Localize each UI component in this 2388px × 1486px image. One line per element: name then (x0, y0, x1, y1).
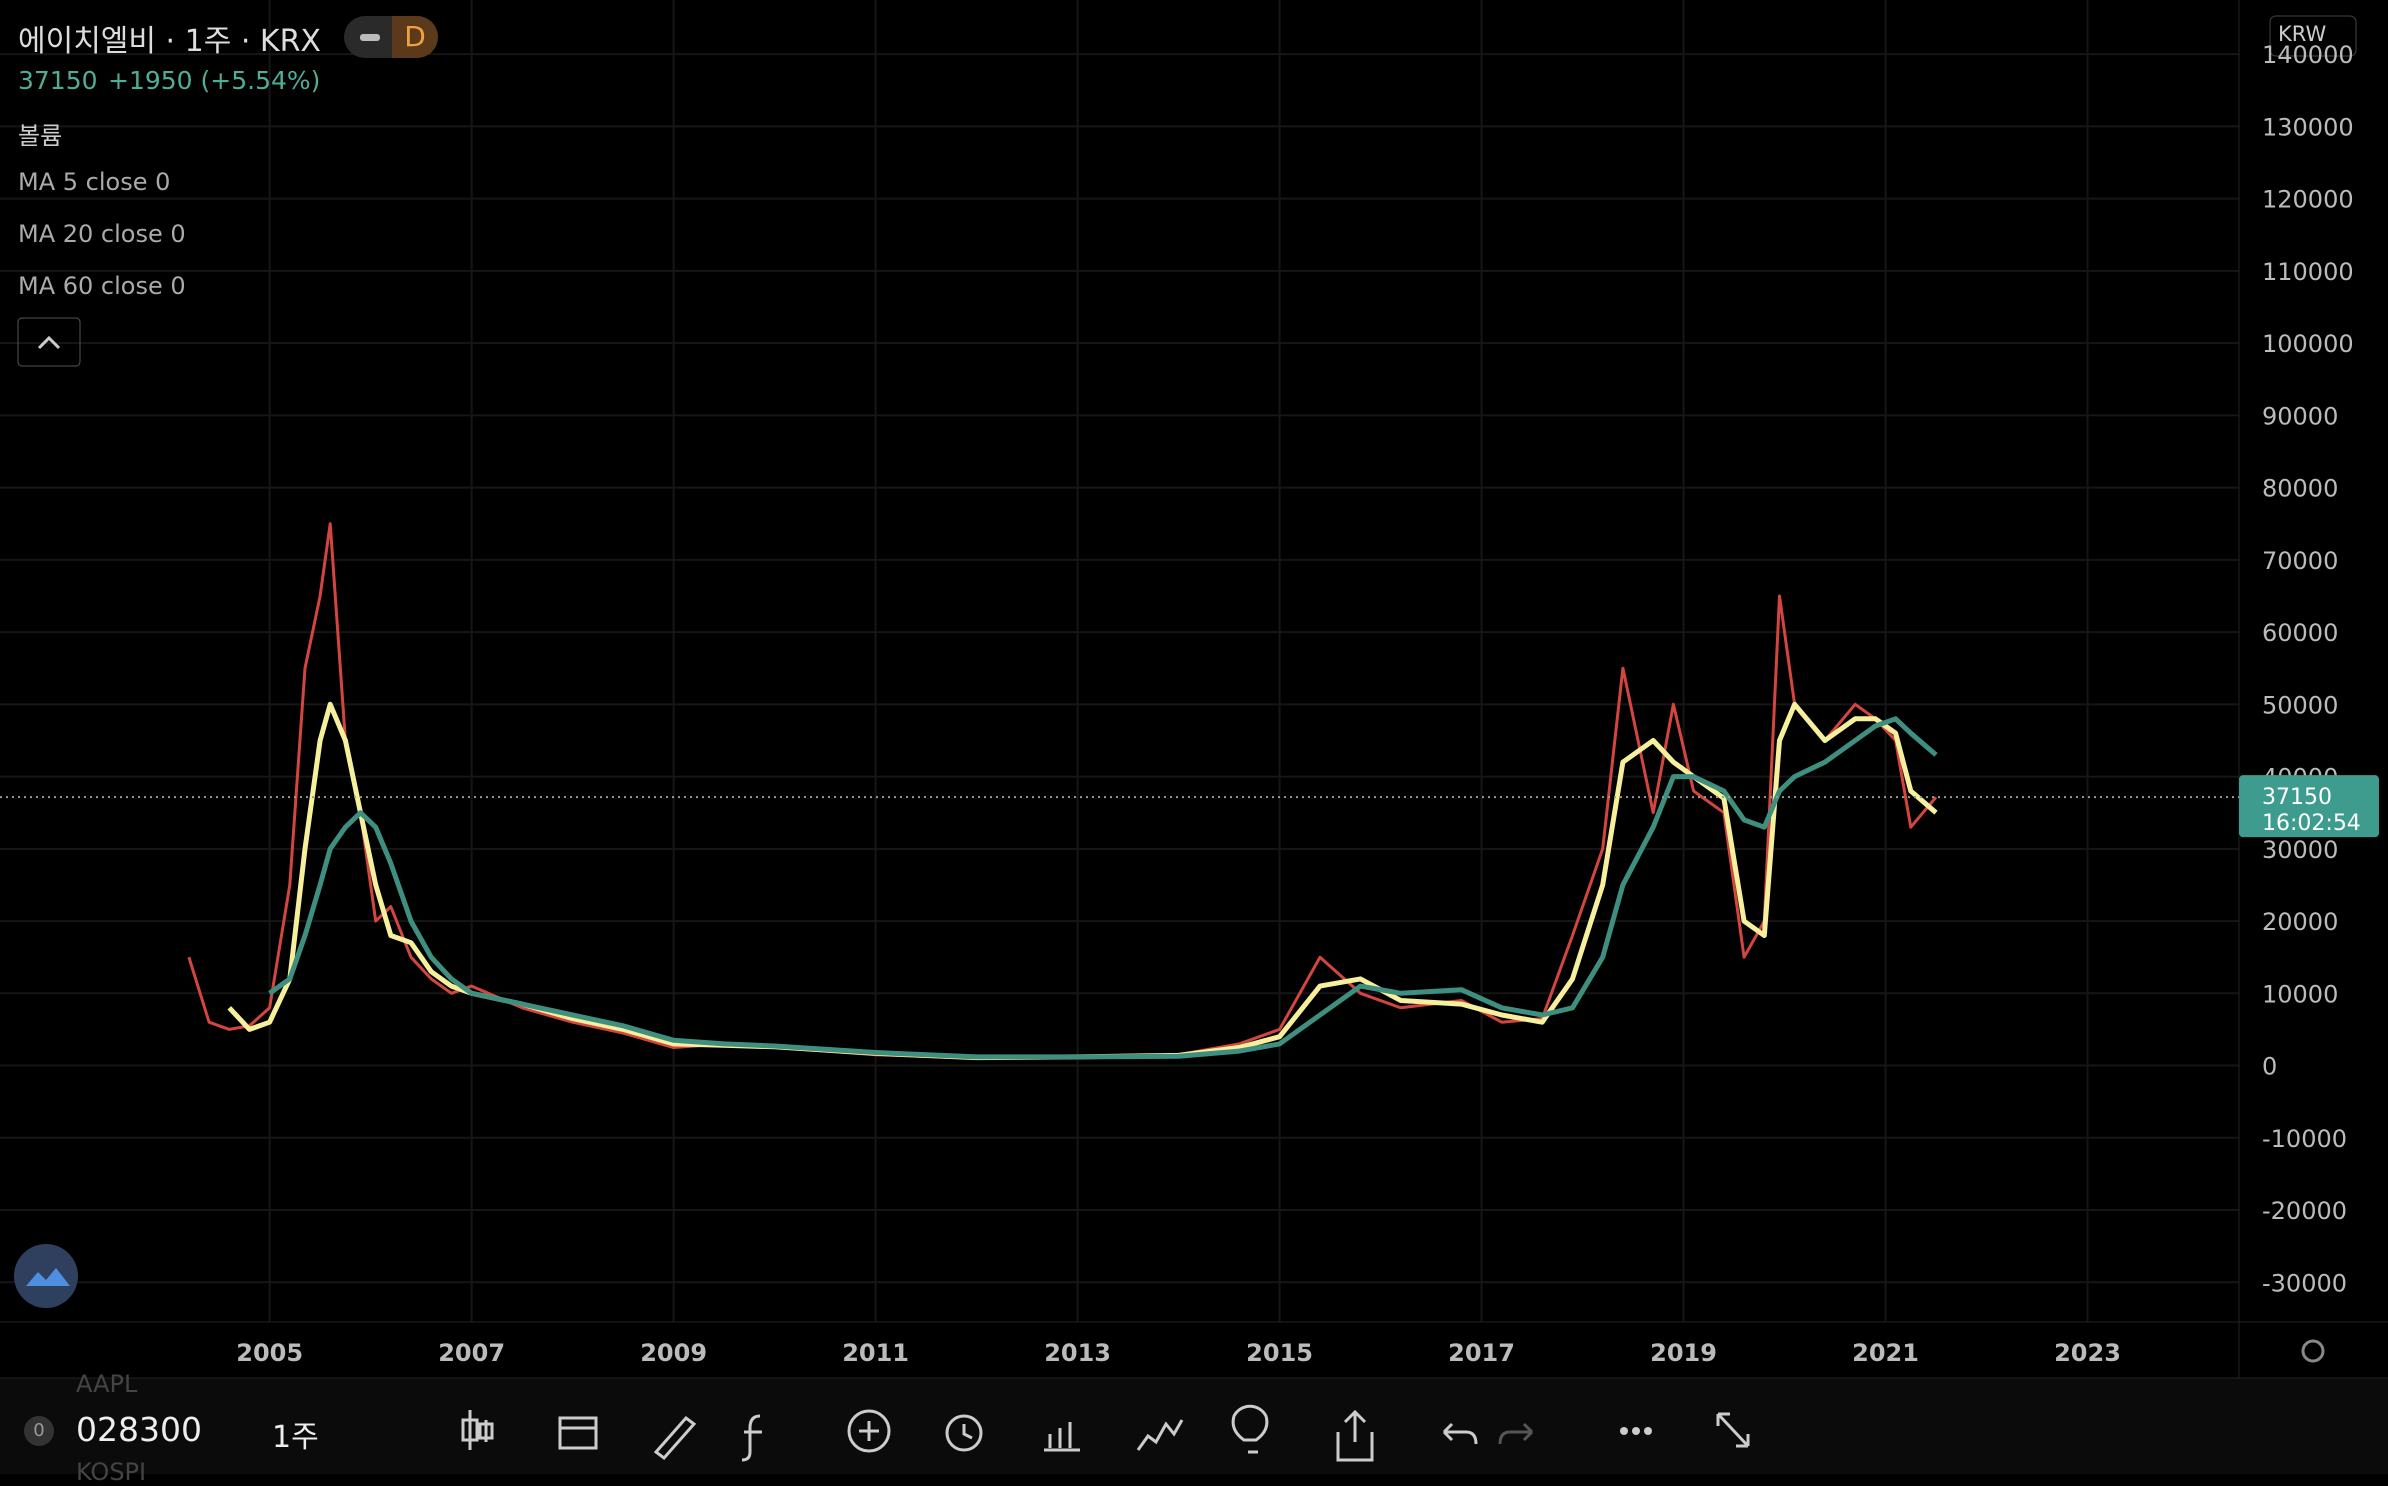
x-tick-label: 2019 (1650, 1339, 1717, 1367)
indicator[interactable]: MA 5 close 0 (18, 168, 171, 196)
change: +1950 (+5.54%) (108, 66, 321, 95)
badge-dash (360, 34, 380, 41)
currency-box[interactable] (2269, 15, 2357, 57)
x-tick-label: 2009 (640, 1339, 707, 1367)
y-tick-label: 130000 (2262, 113, 2354, 141)
toolbar-bg (0, 1378, 2388, 1474)
y-tick-label: 80000 (2262, 475, 2338, 503)
y-tick-label: 90000 (2262, 402, 2338, 430)
y-tick-label: 120000 (2262, 186, 2354, 214)
logo-glyph (26, 1268, 70, 1286)
toolbar-icons[interactable] (461, 1404, 1750, 1462)
price-tag-time: 16:02:54 (2262, 811, 2361, 836)
x-tick-label: 2023 (2054, 1339, 2121, 1367)
x-tick-label: 2005 (236, 1339, 303, 1367)
price-tag-value: 37150 (2262, 785, 2332, 810)
y-tick-label: -20000 (2262, 1197, 2347, 1225)
currency[interactable]: KRW (2278, 22, 2327, 46)
price-line (268, 716, 1938, 1060)
y-tick-label: 20000 (2262, 908, 2338, 936)
x-tick-label: 2011 (842, 1339, 909, 1367)
y-tick-label: -30000 (2262, 1269, 2347, 1297)
price: 37150 (18, 66, 98, 95)
behind-symbol: KOSPI (76, 1458, 147, 1486)
y-tick-label: 60000 (2262, 619, 2338, 647)
settings-icon[interactable] (2301, 1339, 2325, 1363)
indicator[interactable]: 볼륨 (18, 122, 63, 150)
price-line (227, 701, 1938, 1061)
y-tick-label: 110000 (2262, 258, 2354, 286)
x-tick-label: 2021 (1852, 1339, 1919, 1367)
collapse-icon (37, 335, 61, 350)
symbol-code[interactable]: 028300 (76, 1410, 202, 1449)
x-tick-label: 2017 (1448, 1339, 1515, 1367)
indicator[interactable]: MA 60 close 0 (18, 272, 186, 300)
y-tick-label: 0 (2262, 1053, 2277, 1081)
y-tick-label: 10000 (2262, 980, 2338, 1008)
indicator[interactable]: MA 20 close 0 (18, 220, 186, 248)
price-tag (2239, 775, 2379, 838)
x-tick-label: 2007 (438, 1339, 505, 1367)
y-tick-label: 140000 (2262, 41, 2354, 69)
y-tick-label: 50000 (2262, 691, 2338, 719)
y-tick-label: 100000 (2262, 330, 2354, 358)
y-tick-label: -10000 (2262, 1125, 2347, 1153)
interval[interactable]: 1주 (272, 1420, 319, 1455)
collapse-button[interactable] (17, 317, 81, 367)
count: 0 (24, 1416, 54, 1446)
badge[interactable]: D (392, 16, 438, 58)
x-tick-label: 2015 (1246, 1339, 1313, 1367)
more-icon[interactable] (1620, 1427, 1652, 1435)
y-tick-label: 30000 (2262, 836, 2338, 864)
logo[interactable] (14, 1244, 78, 1308)
y-tick-label: 70000 (2262, 547, 2338, 575)
symbol-title: 에이치엘비 · 1주 · KRX (18, 24, 321, 59)
x-tick-label: 2013 (1044, 1339, 1111, 1367)
behind-symbol: AAPL (76, 1370, 138, 1398)
